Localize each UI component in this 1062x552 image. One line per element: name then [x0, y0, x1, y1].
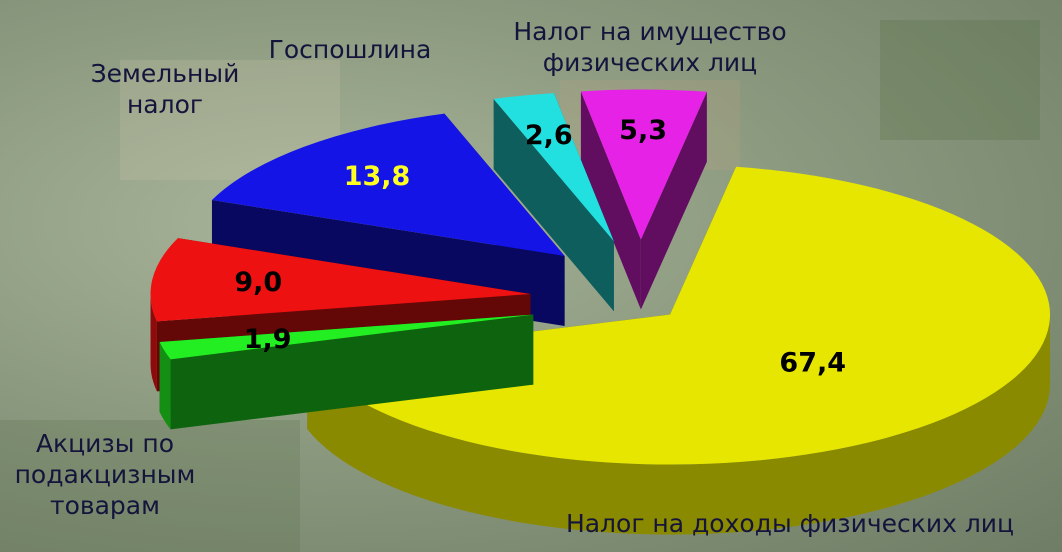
category-label: Акцизы по подакцизным товарам — [14, 429, 196, 520]
category-label: Земельный налог — [90, 59, 240, 119]
value-label: 13,8 — [344, 161, 411, 192]
slice-side — [159, 341, 171, 430]
slice — [580, 89, 707, 240]
category-label: Налог на доходы физических лиц — [565, 509, 1015, 538]
slice — [159, 314, 534, 360]
slice — [307, 166, 1051, 465]
value-label: 1,9 — [244, 324, 292, 355]
slice — [211, 113, 565, 256]
value-label: 9,0 — [234, 267, 282, 298]
value-label: 2,6 — [525, 120, 573, 151]
slice-side — [580, 91, 641, 310]
value-label: 5,3 — [619, 115, 667, 146]
category-label: Налог на имущество физических лиц — [513, 17, 787, 77]
value-label: 67,4 — [779, 348, 846, 379]
category-label: Госпошлина — [268, 35, 432, 64]
slice-side — [640, 91, 707, 310]
slice — [493, 93, 614, 242]
slice-side — [150, 294, 157, 392]
slice-side — [307, 314, 1051, 535]
slice-side — [493, 98, 614, 312]
slice — [150, 238, 531, 322]
